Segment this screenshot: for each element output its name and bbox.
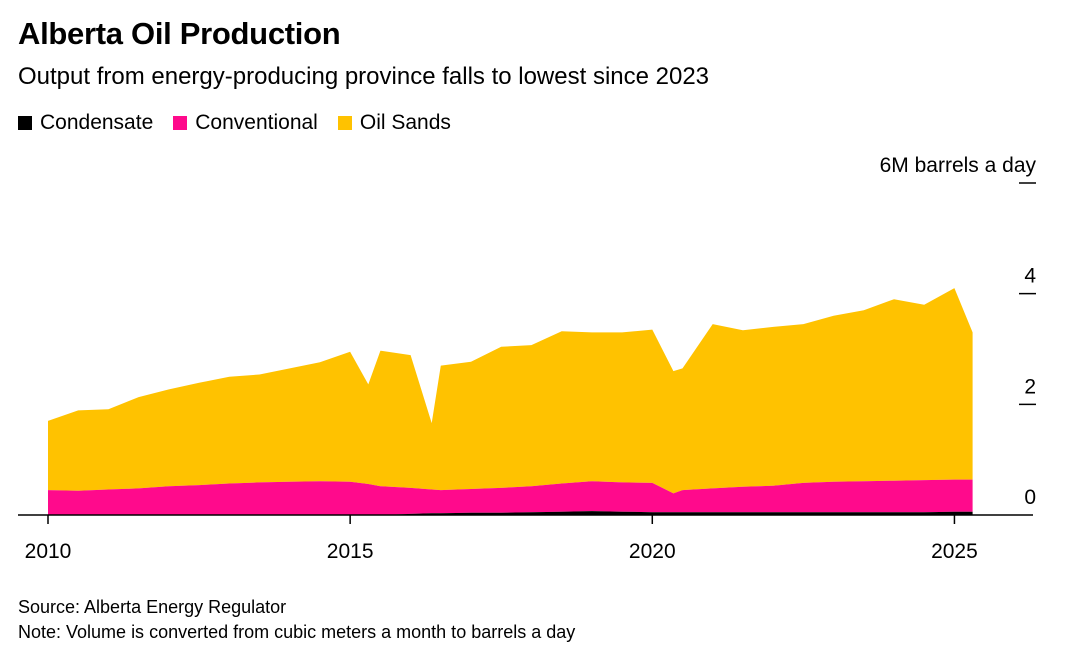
legend-label-oil-sands: Oil Sands <box>359 111 451 134</box>
chart-title: Alberta Oil Production <box>18 16 341 51</box>
x-tick-label-2010: 2010 <box>25 540 72 563</box>
y-tick-label-4: 4 <box>1024 265 1036 288</box>
area-oil-sands <box>48 288 973 494</box>
legend: Condensate Conventional Oil Sands <box>18 111 471 135</box>
area-condensate <box>48 511 973 515</box>
legend-item-conventional: Conventional <box>173 111 318 135</box>
source-note: Source: Alberta Energy Regulator <box>18 597 287 617</box>
y-tick-label-2: 2 <box>1024 375 1036 398</box>
legend-label-conventional: Conventional <box>195 111 318 134</box>
y-tick-label-0: 0 <box>1024 486 1036 509</box>
x-tick-label-2015: 2015 <box>327 540 374 563</box>
legend-item-condensate: Condensate <box>18 111 153 135</box>
legend-label-condensate: Condensate <box>40 111 154 134</box>
legend-item-oil-sands: Oil Sands <box>337 111 451 135</box>
footnote: Note: Volume is converted from cubic met… <box>18 622 576 642</box>
y-tick-label-6: 6M barrels a day <box>880 154 1037 177</box>
x-tick-label-2025: 2025 <box>931 540 978 563</box>
area-conventional <box>48 479 973 515</box>
legend-swatch-condensate <box>18 116 32 130</box>
legend-swatch-oil-sands <box>337 116 352 130</box>
x-tick-label-2020: 2020 <box>629 540 676 563</box>
chart-subtitle: Output from energy-producing province fa… <box>18 63 710 90</box>
legend-swatch-conventional <box>173 116 188 130</box>
